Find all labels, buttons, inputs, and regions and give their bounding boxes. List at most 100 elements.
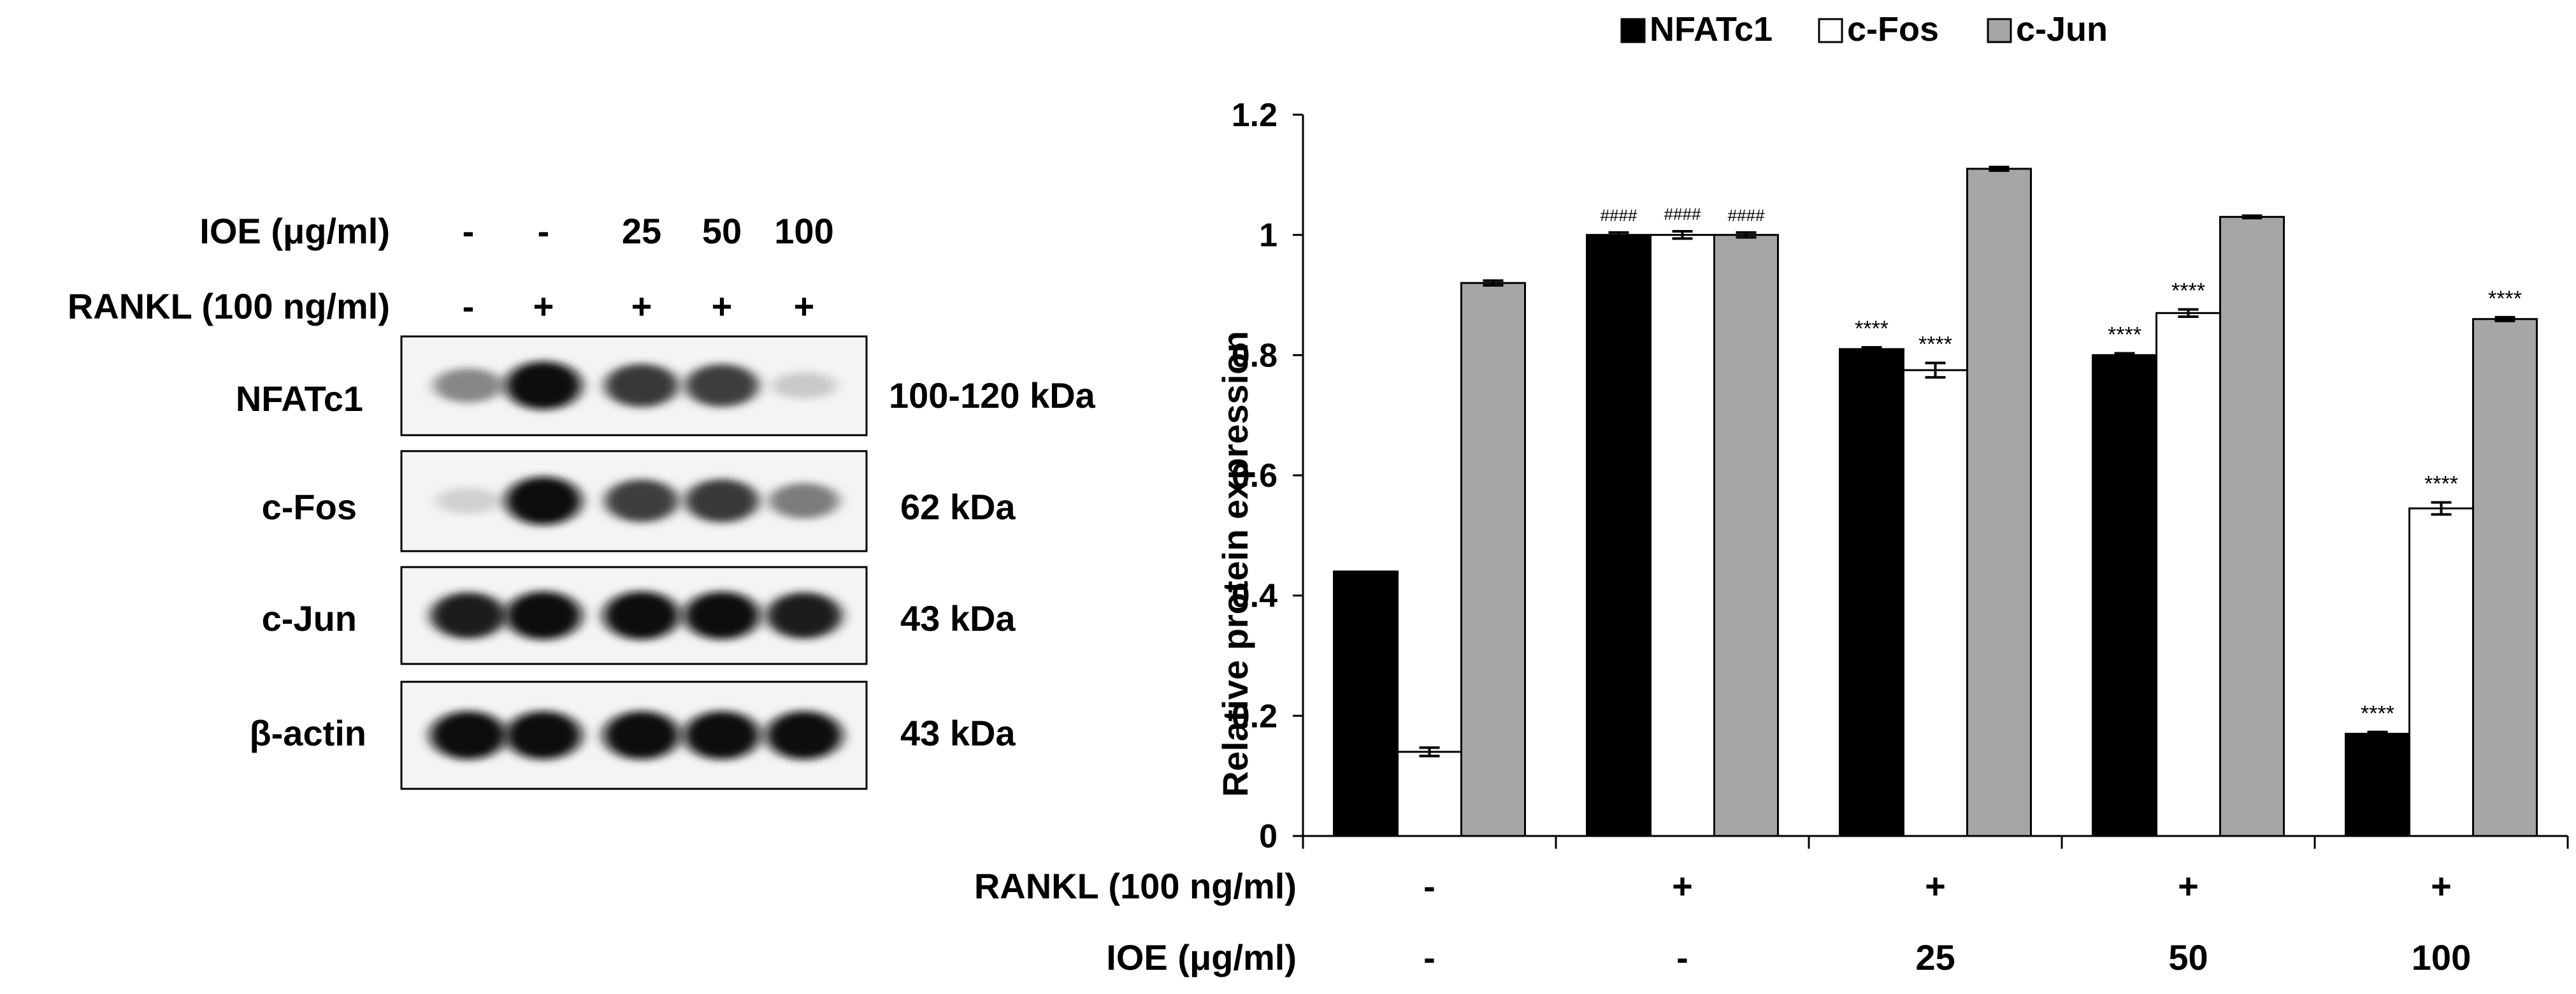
blot-panel-nfatc1: NFATc1 100-120 kDa [236,335,1096,436]
significance-mark-c-fos-group-3: **** [1918,333,1952,357]
significance-mark-nfatc1-group-5: **** [2361,702,2394,726]
bar-c-fos-group-5 [2408,507,2474,837]
blot-panel-c-fos: c-Fos 62 kDa [262,450,1016,552]
blot-header-rankl-lane-2: + [533,286,554,326]
bar-chart: NFATc1 c-Fos c-Jun 0 0.2 0.4 0.6 0.8 1 1.2 Relat… [974,10,2569,977]
blot-band-nfatc1-lane-2 [505,361,582,410]
significance-mark-nfatc1-group-2: #### [1601,206,1637,225]
bar-nfatc1-group-1 [1333,570,1399,837]
y-tick-label: 0 [1259,818,1277,855]
legend-label-c-fos: c-Fos [1847,10,1939,48]
blot-band--actin-lane-5 [766,711,842,760]
blot-protein-label-nfatc1: NFATc1 [236,378,363,419]
blot-band-c-fos-lane-1 [435,487,501,514]
blot-header-ioe-lane-3: 25 [622,211,661,251]
blot-header-label-rankl: RANKL (100 ng/ml) [68,286,390,326]
blot-header-rankl-lane-3: + [631,286,652,326]
blot-header-rankl-lane-5: + [794,286,815,326]
blot-header-row-rankl: RANKL (100 ng/ml) - + + + + [68,286,814,326]
x-row-value-ioe-group-5: 100 [2412,937,2471,977]
bar-c-fos-group-4 [2155,312,2221,837]
significance-mark-c-fos-group-4: **** [2171,279,2205,303]
blot-kda-label-nfatc1: 100-120 kDa [889,375,1096,415]
blot-kda-label-c-fos: 62 kDa [900,487,1016,527]
blot-header-ioe-lane-1: - [463,211,475,251]
blot-band-c-jun-lane-1 [430,592,507,639]
blot-bands-beta-actin [430,711,842,760]
blot-protein-label-c-fos: c-Fos [262,487,357,527]
western-blot: IOE (μg/ml) - - 25 50 100 RANKL (100 ng/… [68,211,1096,790]
significance-mark-c-fos-group-5: **** [2424,472,2458,496]
x-row-value-ioe-group-4: 50 [2168,937,2208,977]
bar-c-jun-group-3 [1966,168,2032,837]
blot-header-ioe-lane-4: 50 [702,211,742,251]
blot-band--actin-lane-1 [430,711,507,760]
blot-band-c-jun-lane-5 [766,592,842,639]
legend-swatch-nfatc1 [1620,18,1646,43]
blot-header-row-ioe: IOE (μg/ml) - - 25 50 100 [199,211,833,251]
blot-header-ioe-lane-5: 100 [774,211,833,251]
chart-legend: NFATc1 c-Fos c-Jun [1620,10,2108,48]
legend-label-nfatc1: NFATc1 [1650,10,1773,48]
blot-header-rankl-lane-1: - [463,286,475,326]
blot-band-c-jun-lane-4 [684,591,760,640]
y-axis-label: Relative protein expression [1215,331,1255,796]
bar-c-fos-group-2 [1650,234,1715,837]
blot-band-nfatc1-lane-1 [433,368,503,403]
blot-band-c-jun-lane-3 [603,591,680,640]
significance-mark-c-jun-group-5: **** [2488,287,2522,311]
blot-band--actin-lane-2 [505,711,582,760]
blot-band-nfatc1-lane-5 [771,372,837,399]
bar-c-jun-group-1 [1460,282,1526,837]
blot-band-c-fos-lane-3 [605,479,679,522]
x-row-value-ioe-group-1: - [1423,937,1436,977]
x-row-value-rankl-group-3: + [1925,866,1946,906]
bar-c-jun-group-2 [1713,234,1779,837]
blot-band-nfatc1-lane-3 [605,364,679,407]
blot-band-c-fos-lane-5 [769,483,839,519]
blot-band--actin-lane-4 [684,711,760,760]
blot-band-nfatc1-lane-4 [685,364,759,407]
x-row-label-rankl: RANKL (100 ng/ml) [974,866,1297,906]
legend-label-c-jun: c-Jun [2016,10,2108,48]
blot-protein-label-c-jun: c-Jun [262,598,357,638]
significance-mark-c-jun-group-2: #### [1728,206,1765,225]
bar-c-jun-group-4 [2219,215,2285,837]
significance-mark-nfatc1-group-4: **** [2108,323,2141,347]
blot-bands-c-jun [430,591,842,640]
bar-c-fos-group-3 [1903,369,1968,837]
x-row-value-rankl-group-1: - [1423,866,1436,906]
blot-band-c-fos-lane-2 [505,477,582,525]
bar-c-fos-group-1 [1397,751,1462,837]
blot-header-ioe-lane-2: - [538,211,550,251]
x-row-value-rankl-group-2: + [1672,866,1693,906]
x-row-label-ioe: IOE (μg/ml) [1106,937,1297,977]
y-tick-label: 0.8 [1232,337,1277,374]
blot-panel-c-jun: c-Jun 43 kDa [262,566,1016,665]
x-axis [1302,835,2569,849]
x-row-value-rankl-group-5: + [2431,866,2452,906]
chart-bars: #### **** **** **** #### **** **** **** #### **** [1333,166,2538,837]
blot-band-c-fos-lane-4 [685,479,759,522]
bar-nfatc1-group-3 [1839,348,1904,837]
legend-swatch-c-jun [1987,18,2012,43]
y-tick-label: 0.2 [1232,698,1277,735]
y-tick-label: 1 [1259,217,1277,254]
y-axis: 0 0.2 0.4 0.6 0.8 1 1.2 [1232,97,1304,855]
bar-c-jun-group-5 [2472,318,2538,837]
legend-swatch-c-fos [1818,18,1843,43]
x-condition-rows: RANKL (100 ng/ml) - + + + + IOE (μg/ml) - - 25 50 1… [974,866,2471,977]
x-row-value-ioe-group-3: 25 [1915,937,1955,977]
blot-kda-label-c-jun: 43 kDa [900,598,1016,638]
bar-nfatc1-group-2 [1586,234,1651,837]
significance-mark-c-fos-group-2: #### [1664,205,1701,224]
blot-band-c-jun-lane-2 [505,591,582,640]
blot-panel-beta-actin: β-actin 43 kDa [249,681,1016,790]
blot-kda-label-beta-actin: 43 kDa [900,713,1016,753]
blot-band--actin-lane-3 [603,711,680,760]
y-tick-label: 1.2 [1232,97,1277,134]
y-tick-label: 0.6 [1232,457,1277,494]
y-tick-label: 0.4 [1232,578,1277,615]
blot-header-label-ioe: IOE (μg/ml) [199,211,390,251]
